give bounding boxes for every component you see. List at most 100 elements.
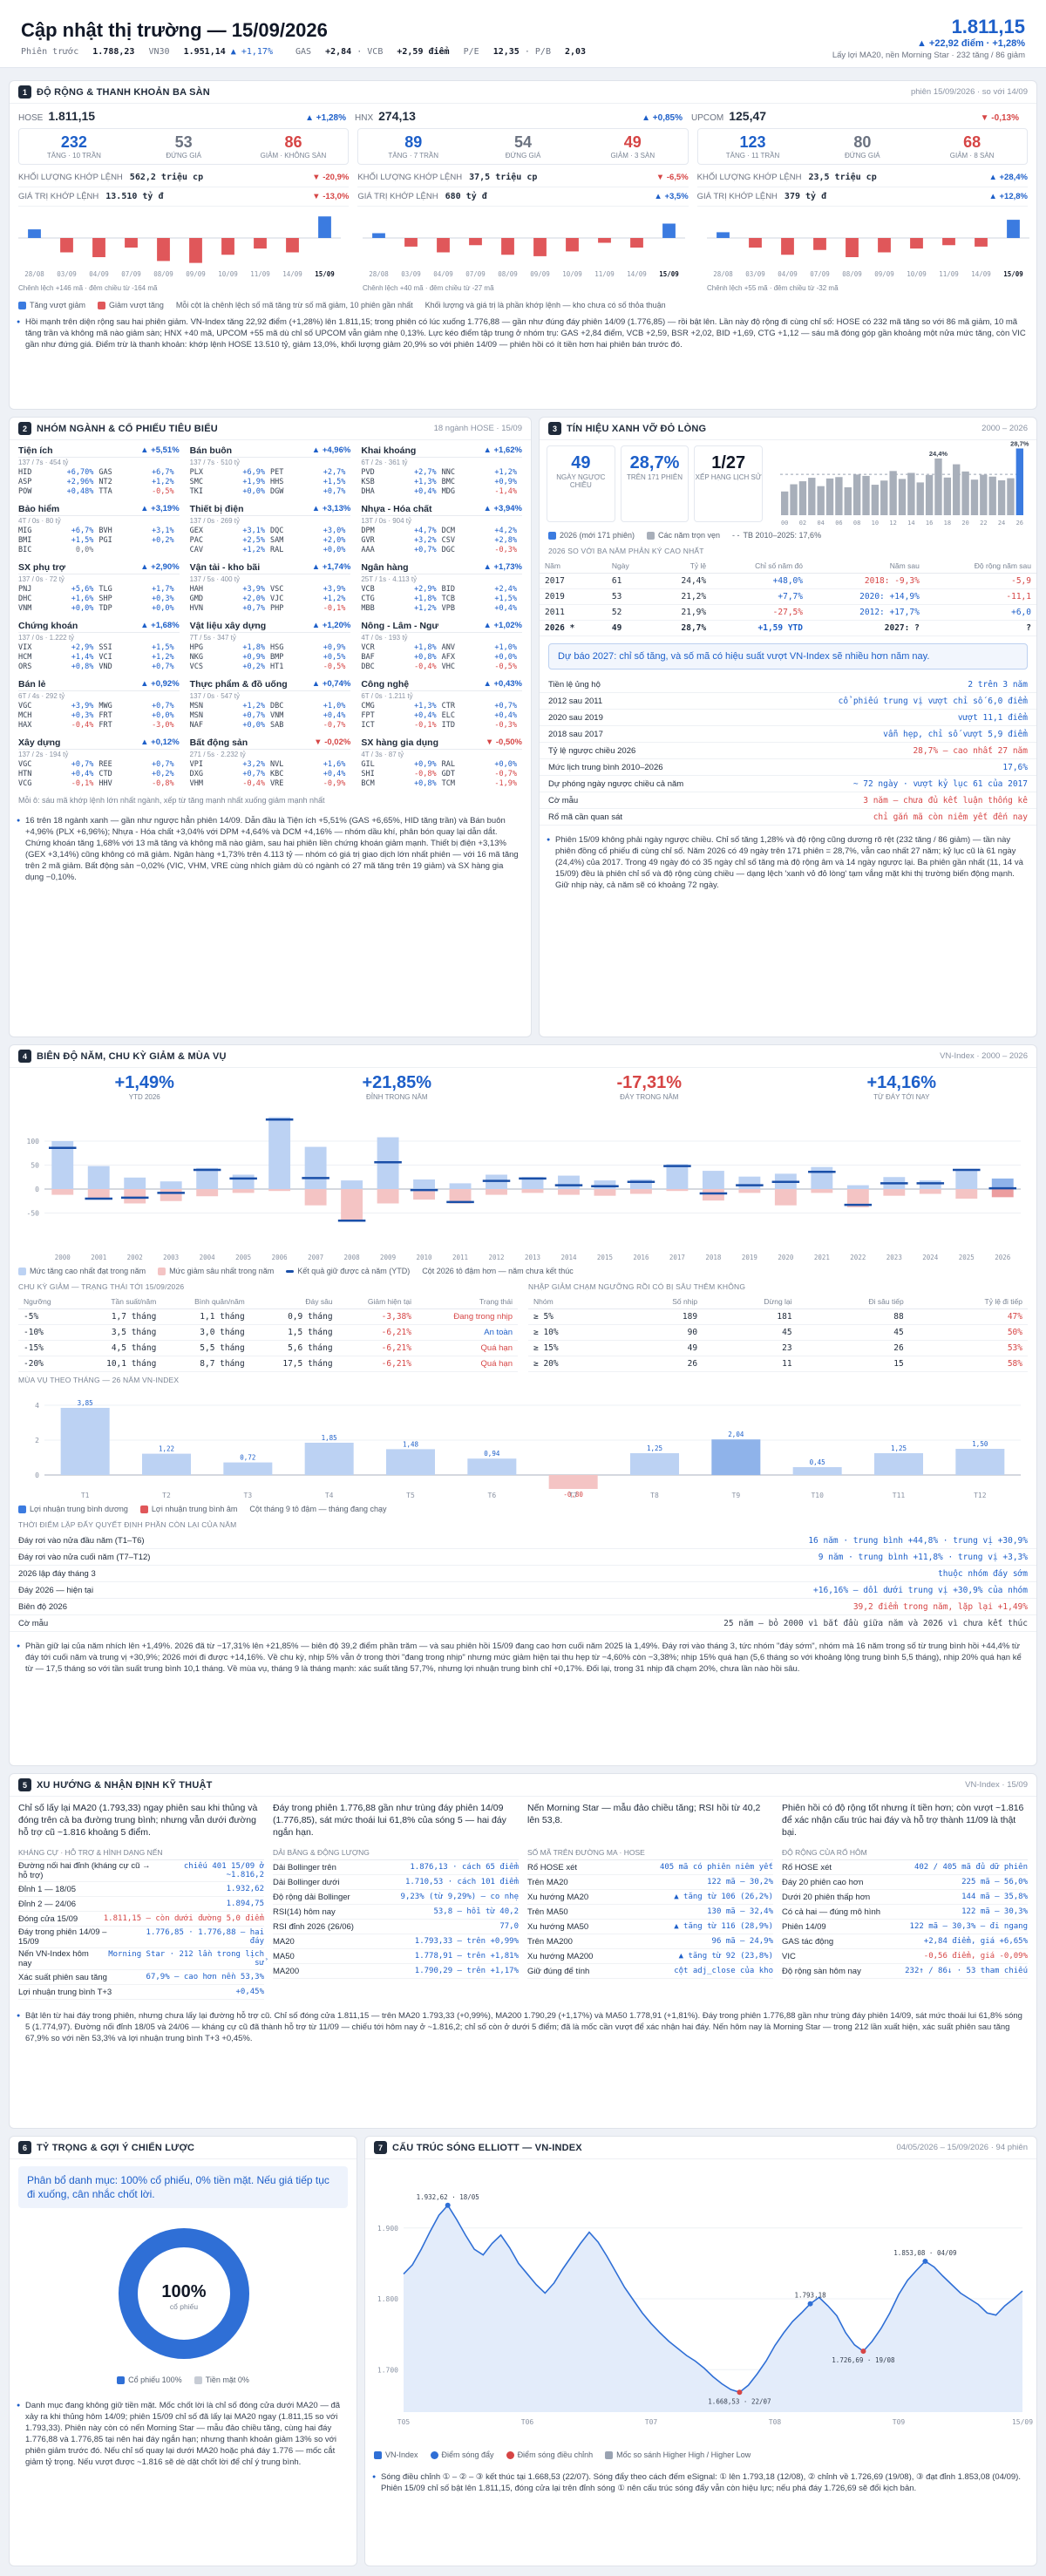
divergence-table-caption: 2026 SO VỚI BA NĂM PHẢN KÝ CAO NHẤT [548,547,704,556]
x-tick-label: 2014 [560,1254,577,1261]
column-row: Xu hướng MA50 ▲ tăng từ 116 (28,9%) [527,1920,773,1934]
sector-stats: 6T / 2s · 361 tỷ [361,459,408,466]
kv-value: vẫn hẹp, chỉ số vượt 5,9 điểm [883,729,1028,739]
donut-value: 100% [161,2282,206,2301]
stock-pct: -3,0% [152,721,174,730]
index-change: ▲ +22,92 điểm · +1,28% [916,38,1025,49]
kv-value: 25 năm — bỏ 2000 vì bắt đầu giữa năm và … [723,1618,1028,1628]
sector-stats: 25T / 1s · 4.113 tỷ [361,575,418,583]
panel-header: 2 NHÓM NGÀNH & CỔ PHIẾU TIÊU BIỂU 18 ngà… [10,418,531,440]
legend-text: Mốc so sánh Higher High / Higher Low [616,2450,751,2459]
stock-pct: +1,2% [242,546,265,554]
x-tick-label: 2020 [778,1254,794,1261]
breadth-count: 123 [739,133,766,151]
stock-pct: +0,0% [152,711,174,720]
table-cell: -5,9 [924,573,1036,590]
stock-pct [123,546,179,555]
x-tick-label: 03/09 [401,270,421,278]
stock-ticker: CAV [189,546,204,554]
stock-pct: +0,4% [323,711,346,720]
stock-ticker: NAF [189,721,204,730]
y-tick-label: 0 [35,1472,39,1479]
stock-pct: +0,7% [494,702,517,710]
table-cell: 52 [606,604,653,622]
divergence-bar [970,479,979,515]
season-bar [304,1443,354,1476]
breadth-bar [781,238,794,255]
stat-label: TỪ ĐÁY TỚI NAY [873,1093,930,1101]
row-label: Xu hướng MA200 [527,1951,594,1961]
panel-subtitle: VN-Index · 2000 – 2026 [940,1051,1028,1061]
stock-pct: -0,9% [323,779,346,788]
legend-item: Kết quả giữ được cả năm (YTD) [286,1267,410,1275]
bar-value-label: 1,50 [972,1440,988,1448]
year-low-bar [594,1189,616,1196]
sector-header: Nhựa - Hóa chất ▲ +3,94% [361,504,522,516]
row-value: 1.778,91 — trên +1,81% [414,1952,519,1961]
valu-label: GIÁ TRỊ KHỚP LỆNH [18,192,99,201]
sector-stats: 4T / 0s · 80 tỷ [18,517,61,525]
table-header-cell: Dừng lại [703,1295,798,1310]
table-cell: 2011 [540,604,607,622]
season-bar [548,1475,598,1490]
x-tick-label: 28/08 [24,270,44,278]
stock-pct: +2,96% [66,478,94,486]
breadth-label: TĂNG · 10 TRẦN [46,152,101,160]
breadth-label: TĂNG · 11 TRẦN [725,152,780,160]
column-row: Rổ HOSE xét 402 / 405 mã đủ dữ phiên [782,1860,1028,1875]
column-row: Trên MA200 96 mã — 24,9% [527,1934,773,1949]
column-label: DẢI BĂNG & ĐỘNG LƯỢNG [273,1845,519,1860]
sector-block: Chứng khoán ▲ +1,68% 137 / 0s · 1.222 tỷ VI… [18,621,180,672]
panel-number: 6 [18,2141,31,2154]
stock-ticker: PGI [98,536,112,545]
x-tick-label: 2018 [705,1254,722,1261]
kv-label: Dự phóng ngày ngược chiều cả năm [548,778,684,789]
table-cell: 3,0 tháng [161,1324,250,1342]
breadth-card: 89 TĂNG · 7 TRẦN 54 ĐỨNG GIÁ 49 GIẢM · 3 SÀN [357,128,689,165]
divergence-stat: 1/27 XẾP HẠNG LỊCH SỬ [694,445,764,522]
divergence-bar [808,478,816,515]
wave-label: 1.932,62 · 18/05 [417,2193,479,2201]
stock-ticker: VCB [361,585,375,594]
x-tick-label: T8 [650,1492,659,1499]
year-high-bar [304,1146,327,1189]
legend-item: Lợi nhuận trung bình âm [139,1505,237,1514]
stock-ticker: GAS [98,468,112,477]
bar-value-label: 3,85 [78,1399,93,1407]
stock-pct: +4,7% [414,527,437,535]
legend-swatch [194,2376,202,2385]
legend-item: Giảm vượt tăng [97,301,164,310]
exchange-value: 1.811,15 [48,109,96,123]
stock-pct: -1,4% [494,487,517,496]
table-header-cell: Chỉ số năm đó [711,559,808,574]
kv-label: Đáy 2026 — hiện tại [18,1585,94,1595]
sector-pct: ▲ +2,90% [140,562,180,572]
legend-text: Mỗi cột là chênh lệch số mã tăng trừ số … [175,301,413,310]
bar-value-label: 1,85 [322,1434,337,1442]
stock-ticker: HVN [189,604,204,613]
table-cell: ? [924,620,1036,637]
technical-column: Nến Morning Star — mẫu đảo chiều tăng; R… [527,1797,773,2000]
sector-stats: 137 / 0s · 72 tỷ [18,575,65,583]
breadth-bar [846,238,859,257]
row-value: 1.894,75 [226,1900,264,1908]
stock-pct: +0,0% [242,721,265,730]
legend-swatch [18,1268,26,1276]
legend-text: TB 2010–2025: 17,6% [743,531,822,540]
elliott-summary: Sóng điều chỉnh ① – ② – ③ kết thúc tại 1… [365,2468,1036,2498]
stock-pct: +1,2% [152,478,174,486]
allocation-lead: Phân bổ danh mục: 100% cổ phiếu, 0% tiền… [18,2166,348,2208]
divergence-bar [781,491,789,515]
stat-value: +1,49% [114,1073,174,1092]
panel-number: 5 [18,1778,31,1791]
x-tick-label: 2005 [235,1254,251,1261]
stock-ticker: ANV [441,643,456,652]
yearly-stat: +14,16% TỪ ĐÁY TỚI NAY [776,1073,1029,1101]
elliott-wave-chart: 1.900 1.800 1.700 1.932,62 · 18/05 1.668,53 … [377,2193,1033,2426]
year-high-bar [160,1181,182,1189]
stock-pct: +1,5% [152,643,174,652]
legend-swatch [506,2451,514,2460]
x-tick-label: 28/08 [713,270,733,278]
legend-text: Khối lượng và giá trị là phần khớp lệnh … [425,301,666,310]
sector-name: Công nghệ [361,679,410,690]
